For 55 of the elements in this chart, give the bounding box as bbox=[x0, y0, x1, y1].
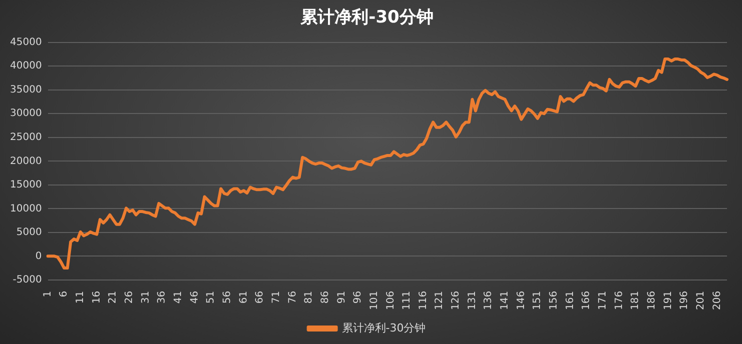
x-tick-label: 51 bbox=[206, 290, 217, 304]
x-tick-label: 116 bbox=[418, 290, 429, 310]
x-tick-label: 146 bbox=[516, 290, 527, 310]
y-tick-label: 10000 bbox=[10, 203, 42, 214]
x-tick-label: 41 bbox=[173, 290, 184, 304]
x-tick-label: 11 bbox=[75, 290, 86, 304]
x-tick-label: 141 bbox=[500, 290, 511, 310]
x-tick-label: 61 bbox=[238, 290, 250, 304]
y-tick-label: 20000 bbox=[10, 156, 42, 167]
x-tick-label: 206 bbox=[712, 290, 723, 310]
x-tick-label: 166 bbox=[581, 290, 592, 310]
chart-title: 累计净利-30分钟 bbox=[300, 8, 434, 28]
y-tick-label: 15000 bbox=[10, 180, 42, 190]
y-tick-label: 30000 bbox=[10, 108, 42, 120]
x-tick-label: 76 bbox=[287, 290, 298, 304]
x-tick-label: 121 bbox=[434, 290, 446, 310]
x-tick-label: 66 bbox=[254, 290, 266, 304]
x-tick-label: 151 bbox=[532, 290, 544, 310]
x-tick-label: 176 bbox=[614, 290, 625, 310]
x-tick-label: 81 bbox=[304, 290, 315, 304]
x-tick-label: 181 bbox=[630, 290, 642, 310]
y-tick-label: 5000 bbox=[16, 227, 42, 238]
x-tick-label: 86 bbox=[320, 290, 331, 304]
y-tick-label: 40000 bbox=[10, 60, 42, 72]
x-tick-label: 186 bbox=[646, 290, 658, 310]
x-tick-label: 136 bbox=[483, 290, 494, 310]
x-tick-label: 16 bbox=[91, 290, 102, 304]
x-tick-label: 111 bbox=[402, 290, 413, 310]
x-tick-label: 91 bbox=[336, 290, 348, 304]
x-tick-label: 131 bbox=[466, 290, 478, 310]
x-tick-label: 171 bbox=[598, 290, 609, 310]
y-tick-label: 45000 bbox=[10, 36, 42, 48]
x-tick-label: 26 bbox=[124, 290, 136, 304]
x-tick-label: 36 bbox=[156, 290, 168, 304]
x-tick-label: 196 bbox=[679, 290, 690, 310]
x-tick-label: 21 bbox=[108, 290, 119, 304]
x-tick-label: 191 bbox=[662, 290, 674, 310]
x-tick-label: 101 bbox=[368, 290, 380, 310]
x-tick-label: 56 bbox=[222, 290, 233, 304]
y-tick-label: 35000 bbox=[10, 84, 42, 96]
y-tick-label: -5000 bbox=[12, 274, 42, 286]
y-tick-label: 0 bbox=[35, 250, 42, 262]
x-tick-label: 71 bbox=[270, 290, 282, 304]
x-tick-label: 31 bbox=[140, 290, 152, 304]
y-tick-label: 25000 bbox=[10, 132, 42, 143]
x-tick-label: 126 bbox=[450, 290, 462, 310]
x-tick-label: 201 bbox=[695, 290, 706, 310]
x-tick-label: 46 bbox=[189, 290, 200, 304]
legend-label: 累计净利-30分钟 bbox=[342, 321, 426, 334]
x-tick-label: 156 bbox=[548, 290, 560, 310]
x-tick-label: 96 bbox=[352, 290, 364, 304]
x-tick-label: 1 bbox=[42, 290, 54, 298]
x-tick-label: 161 bbox=[564, 290, 576, 310]
x-tick-label: 106 bbox=[385, 290, 396, 310]
x-tick-label: 6 bbox=[58, 290, 70, 298]
